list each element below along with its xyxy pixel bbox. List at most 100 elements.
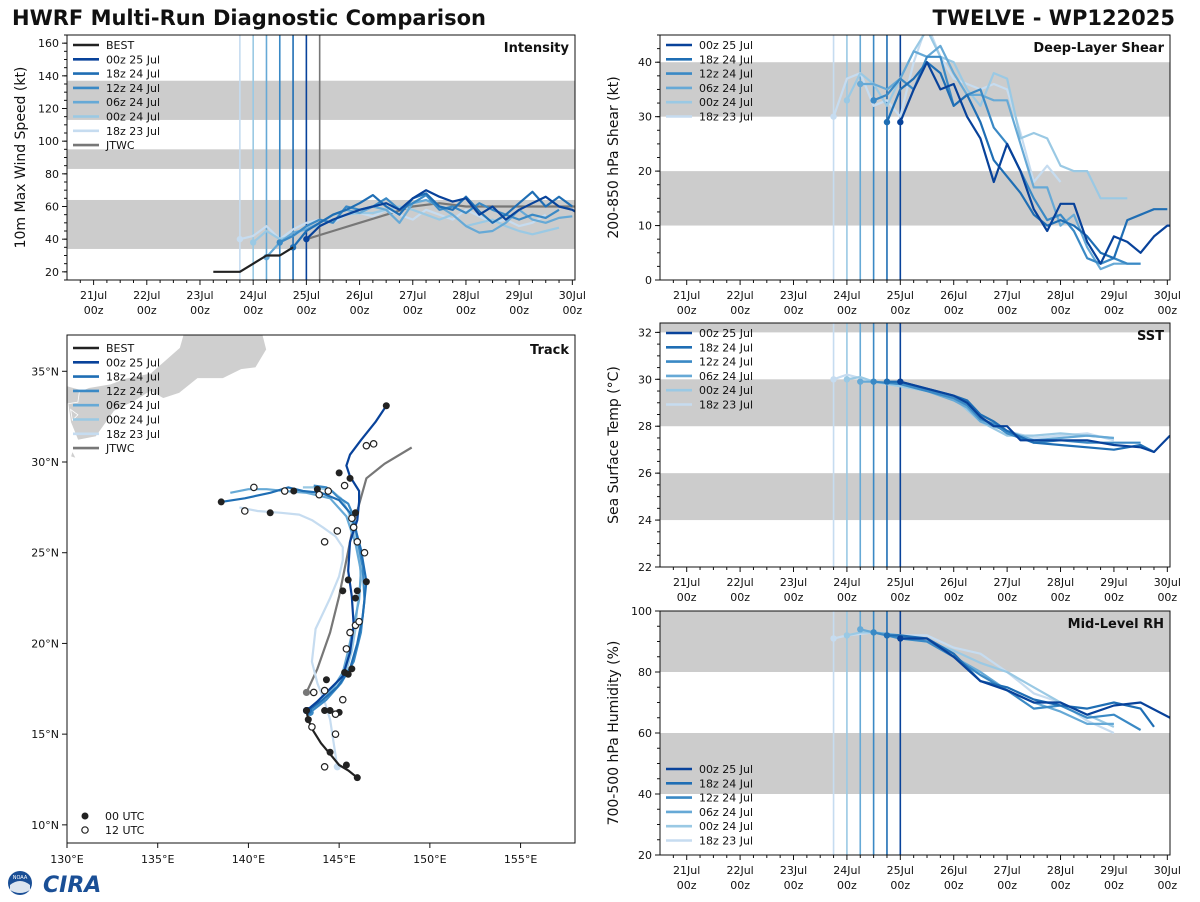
- intensity-ylabel: 10m Max Wind Speed (kt): [13, 67, 29, 249]
- intensity-legend-best: BEST: [106, 39, 134, 52]
- sst-xtick-day-7: 28Jul: [1047, 576, 1074, 589]
- rh-xtick-hour-1: 00z: [730, 879, 750, 892]
- rh-legend-18z-24-jul: 18z 24 Jul: [699, 777, 753, 790]
- intensity-xtick-day-6: 27Jul: [399, 289, 426, 302]
- sst-xtick-hour-5: 00z: [944, 591, 964, 604]
- sst-legend-18z-24-jul: 18z 24 Jul: [699, 341, 753, 354]
- marker-00utc-7: [321, 707, 329, 715]
- rh-xtick-hour-4: 00z: [890, 879, 910, 892]
- intensity-xtick-hour-6: 00z: [403, 304, 423, 317]
- shear-xtick-day-3: 24Jul: [833, 289, 860, 302]
- marker-12utc-0: [320, 762, 329, 771]
- intensity-legend-18z-24-jul: 18z 24 Jul: [106, 68, 160, 81]
- intensity-xtick-hour-0: 00z: [84, 304, 104, 317]
- intensity-legend-00z-25-jul: 00z 25 Jul: [106, 53, 160, 66]
- sst-band-0: [660, 473, 1170, 521]
- sst-legend-18z-23-jul: 18z 23 Jul: [699, 399, 753, 412]
- rh-xtick-hour-0: 00z: [677, 879, 697, 892]
- sst-xtick-hour-8: 00z: [1104, 591, 1124, 604]
- shear-legend-18z-23-jul: 18z 23 Jul: [699, 111, 753, 124]
- intensity-ytick-100: 100: [38, 135, 59, 148]
- marker-12utc-14: [348, 514, 356, 523]
- track-panel: 130°E 135°E 140°E 145°E 150°E 155°E 10°N 15°N 20…: [31, 334, 576, 866]
- cira-logo: NOAA CIRA: [5, 868, 115, 898]
- shear-ytick-10: 10: [638, 220, 652, 233]
- track-xtick-140: 140°E: [232, 853, 265, 866]
- shear-series-00z-25-jul: [899, 61, 1170, 265]
- sst-xtick-day-9: 30Jul: [1154, 576, 1181, 589]
- shear-panel-title: Deep-Layer Shear: [1033, 41, 1164, 56]
- intensity-legend-18z-23-jul: 18z 23 Jul: [106, 125, 160, 138]
- sst-xtick-day-1: 22Jul: [726, 576, 753, 589]
- intensity-series-12z-24-jul: [279, 194, 560, 244]
- marker-00utc-14: [353, 587, 361, 595]
- rh-xtick-day-7: 28Jul: [1047, 864, 1074, 877]
- track-xtick-130: 130°E: [50, 853, 83, 866]
- sst-ytick-28: 28: [638, 420, 652, 433]
- track-xtick-145: 145°E: [322, 853, 355, 866]
- marker-00utc-8: [348, 665, 356, 673]
- intensity-xtick-day-1: 22Jul: [133, 289, 160, 302]
- shear-band-0: [660, 171, 1170, 226]
- track-legend-00utc: 00 UTC: [105, 810, 145, 823]
- intensity-band-2: [67, 80, 575, 120]
- intensity-legend-jtwc: JTWC: [105, 139, 135, 152]
- cira-logo-text: CIRA: [43, 873, 101, 898]
- rh-xtick-hour-5: 00z: [944, 879, 964, 892]
- marker-12utc-23: [362, 441, 371, 450]
- track-ytick-30: 30°N: [31, 456, 59, 469]
- shear-xtick-hour-3: 00z: [837, 304, 857, 317]
- sst-series-start-12z-24-jul: [870, 378, 877, 385]
- sst-series-00z-25-jul: [900, 380, 1170, 454]
- rh-ytick-100: 100: [631, 605, 652, 618]
- shear-series-start-06z-24-jul: [857, 80, 864, 88]
- marker-00utc-23: [217, 498, 225, 506]
- rh-band-1: [660, 611, 1170, 672]
- land-shape-1: [67, 385, 81, 405]
- intensity-xtick-hour-2: 00z: [190, 304, 210, 317]
- track-legend-06z-24-jul: 06z 24 Jul: [106, 399, 160, 412]
- rh-xtick-day-9: 30Jul: [1154, 864, 1181, 877]
- track-xtick-135: 135°E: [141, 853, 174, 866]
- rh-xtick-day-6: 27Jul: [993, 864, 1020, 877]
- sst-panel-title: SST: [1137, 329, 1164, 344]
- marker-00utc-2: [326, 748, 334, 756]
- shear-ytick-20: 20: [638, 165, 652, 178]
- intensity-series-start-00z-25-jul: [303, 235, 310, 243]
- marker-12utc-13: [349, 523, 358, 532]
- marker-12utc-24: [369, 440, 378, 448]
- shear-xtick-hour-5: 00z: [944, 304, 964, 317]
- rh-xtick-day-8: 29Jul: [1100, 864, 1127, 877]
- rh-legend-00z-25-jul: 00z 25 Jul: [699, 763, 753, 776]
- sst-xtick-day-2: 23Jul: [780, 576, 807, 589]
- marker-00utc-11: [322, 676, 330, 684]
- marker-00utc-5: [326, 707, 334, 715]
- track-series-18z-24-jul: [221, 486, 368, 712]
- marker-12utc-6: [331, 710, 340, 718]
- track-legend-jtwc: JTWC: [105, 442, 135, 455]
- sst-legend-00z-25-jul: 00z 25 Jul: [699, 327, 753, 340]
- rh-xtick-day-0: 21Jul: [673, 864, 700, 877]
- track-ytick-10: 10°N: [31, 819, 59, 832]
- sst-ytick-22: 22: [638, 561, 652, 574]
- sst-xtick-hour-7: 00z: [1051, 591, 1071, 604]
- track-legend-18z-24-jul: 18z 24 Jul: [106, 371, 160, 384]
- track-panel-title: Track: [530, 343, 569, 358]
- track-legend-00utc-marker: [81, 812, 89, 820]
- marker-00utc-12: [339, 587, 347, 595]
- shear-xtick-hour-4: 00z: [890, 304, 910, 317]
- track-legend-00z-25-jul: 00z 25 Jul: [106, 356, 160, 369]
- rh-xtick-hour-9: 00z: [1157, 879, 1177, 892]
- intensity-xtick-day-8: 29Jul: [506, 289, 533, 302]
- intensity-xtick-hour-4: 00z: [296, 304, 316, 317]
- intensity-series-start-18z-23-jul: [236, 235, 244, 243]
- marker-12utc-3: [309, 688, 318, 697]
- rh-xtick-hour-6: 00z: [997, 879, 1017, 892]
- sst-ytick-24: 24: [638, 514, 652, 527]
- rh-ylabel: 700-500 hPa Humidity (%): [606, 641, 622, 826]
- rh-legend-18z-23-jul: 18z 23 Jul: [699, 835, 753, 848]
- sst-legend-00z-24-jul: 00z 24 Jul: [699, 384, 753, 397]
- sst-series-start-00z-25-jul: [897, 378, 904, 385]
- marker-12utc-21: [250, 483, 258, 492]
- intensity-xtick-hour-3: 00z: [243, 304, 263, 317]
